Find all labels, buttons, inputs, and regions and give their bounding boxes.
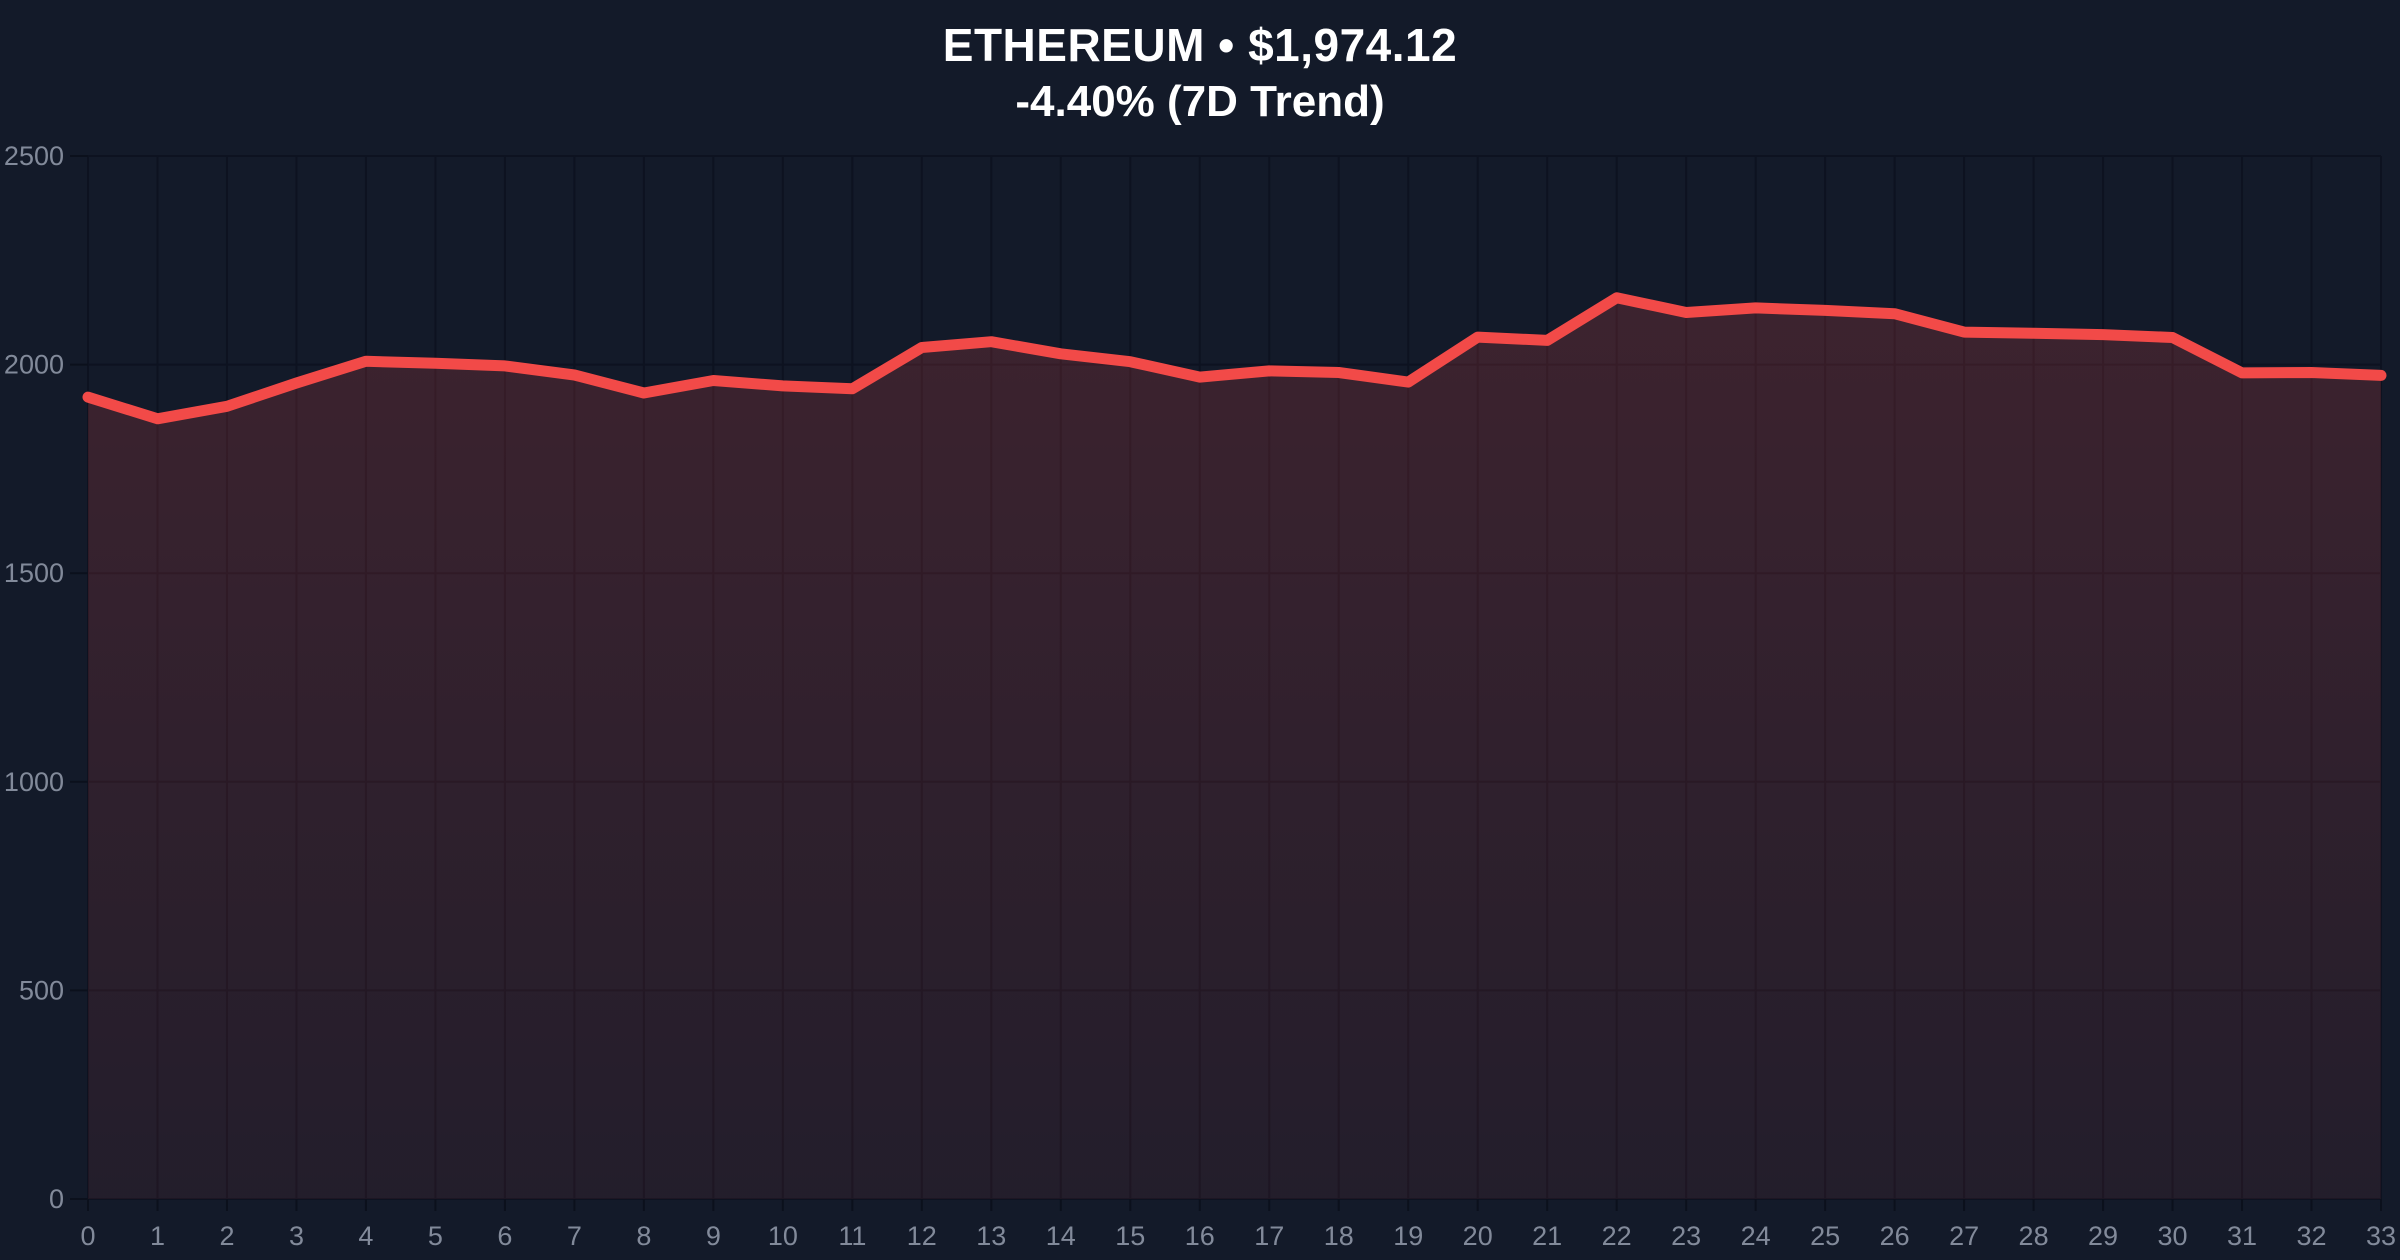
x-axis-tick-label: 19	[1393, 1221, 1423, 1251]
x-axis-tick-label: 4	[358, 1221, 373, 1251]
y-axis-tick-label: 1500	[4, 558, 64, 588]
x-axis-tick-label: 23	[1671, 1221, 1701, 1251]
y-axis-tick-label: 2000	[4, 350, 64, 380]
x-axis-tick-label: 15	[1115, 1221, 1145, 1251]
x-axis-tick-label: 7	[567, 1221, 582, 1251]
y-axis-tick-label: 2500	[4, 141, 64, 171]
chart-title: ETHEREUM • $1,974.12	[942, 19, 1458, 71]
x-axis-tick-label: 28	[2019, 1221, 2049, 1251]
x-axis-tick-label: 31	[2227, 1221, 2257, 1251]
x-axis-tick-label: 27	[1949, 1221, 1979, 1251]
x-axis-tick-label: 20	[1463, 1221, 1493, 1251]
x-axis-tick-label: 24	[1741, 1221, 1771, 1251]
y-axis-tick-label: 500	[19, 975, 64, 1005]
x-axis-tick-label: 1	[150, 1221, 165, 1251]
x-axis-tick-label: 3	[289, 1221, 304, 1251]
x-axis-tick-label: 30	[2158, 1221, 2188, 1251]
x-axis-tick-label: 13	[976, 1221, 1006, 1251]
x-axis-tick-label: 8	[636, 1221, 651, 1251]
x-axis-tick-label: 9	[706, 1221, 721, 1251]
axis-ticks	[70, 155, 2382, 1211]
price-area-fill	[88, 297, 2381, 1199]
x-axis-tick-label: 12	[907, 1221, 937, 1251]
x-axis-tick-label: 11	[838, 1221, 866, 1251]
x-axis-tick-label: 2	[219, 1221, 234, 1251]
x-axis-tick-label: 17	[1254, 1221, 1284, 1251]
x-axis-tick-label: 16	[1185, 1221, 1215, 1251]
x-axis-tick-label: 5	[428, 1221, 443, 1251]
chart-subtitle: -4.40% (7D Trend)	[1015, 77, 1385, 126]
x-axis-labels: 0 1 2 3 4 5 6 7 8 9 10 11 12 13 14 15 16 17 18 19 20 21 22 23 24…	[80, 1221, 2396, 1251]
x-axis-tick-label: 6	[497, 1221, 512, 1251]
y-axis-tick-label: 0	[49, 1184, 64, 1214]
y-axis-tick-label: 1000	[4, 767, 64, 797]
x-axis-tick-label: 29	[2088, 1221, 2118, 1251]
x-axis-tick-label: 26	[1880, 1221, 1910, 1251]
x-axis-tick-label: 0	[80, 1221, 95, 1251]
x-axis-tick-label: 33	[2366, 1221, 2396, 1251]
x-axis-tick-label: 25	[1810, 1221, 1840, 1251]
x-axis-tick-label: 21	[1532, 1221, 1562, 1251]
x-axis-tick-label: 10	[768, 1221, 798, 1251]
x-axis-tick-label: 18	[1324, 1221, 1354, 1251]
x-axis-tick-label: 22	[1602, 1221, 1632, 1251]
y-axis-labels: 0 500 1000 1500 2000 2500	[4, 141, 64, 1214]
x-axis-tick-label: 32	[2296, 1221, 2326, 1251]
chart-header: ETHEREUM • $1,974.12 -4.40% (7D Trend)	[0, 16, 2400, 130]
price-line	[82, 292, 2387, 425]
x-axis-tick-label: 14	[1046, 1221, 1076, 1251]
